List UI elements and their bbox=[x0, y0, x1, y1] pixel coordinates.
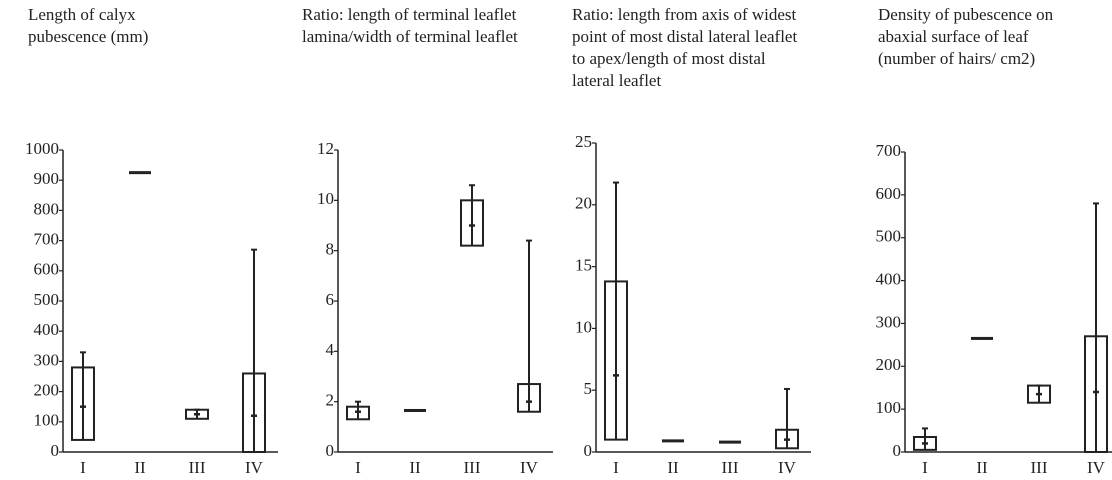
x-tick-label: II bbox=[409, 458, 421, 477]
x-tick-label: I bbox=[355, 458, 361, 477]
y-tick-label: 0 bbox=[893, 441, 902, 460]
box bbox=[913, 436, 937, 451]
y-tick-label: 300 bbox=[34, 350, 60, 369]
x-tick-label: I bbox=[922, 458, 928, 477]
y-tick-label: 8 bbox=[326, 240, 335, 259]
x-tick-label: III bbox=[1031, 458, 1048, 477]
y-tick-label: 0 bbox=[326, 441, 335, 460]
y-tick-label: 1000 bbox=[25, 139, 59, 158]
chart-title: Density of pubescence on abaxial surface… bbox=[878, 5, 1054, 68]
box bbox=[1084, 335, 1108, 453]
box bbox=[604, 280, 628, 441]
y-tick-label: 700 bbox=[34, 230, 60, 249]
x-tick-label: IV bbox=[245, 458, 264, 477]
box bbox=[517, 383, 541, 413]
y-tick-label: 6 bbox=[326, 290, 335, 309]
y-tick-label: 10 bbox=[575, 317, 592, 336]
y-tick-label: 800 bbox=[34, 199, 60, 218]
y-tick-label: 100 bbox=[876, 398, 902, 417]
box bbox=[346, 405, 370, 421]
box bbox=[71, 366, 95, 441]
x-tick-label: II bbox=[134, 458, 146, 477]
y-tick-label: 5 bbox=[584, 379, 593, 398]
y-tick-label: 12 bbox=[317, 139, 334, 158]
x-tick-label: III bbox=[189, 458, 206, 477]
y-tick-label: 700 bbox=[876, 141, 902, 160]
y-tick-label: 4 bbox=[326, 340, 335, 359]
box bbox=[775, 428, 799, 450]
y-tick-label: 100 bbox=[34, 411, 60, 430]
y-tick-label: 200 bbox=[34, 381, 60, 400]
x-tick-label: I bbox=[613, 458, 619, 477]
x-tick-label: III bbox=[464, 458, 481, 477]
y-tick-label: 500 bbox=[34, 290, 60, 309]
box bbox=[185, 408, 209, 420]
x-tick-label: II bbox=[667, 458, 679, 477]
y-tick-label: 10 bbox=[317, 189, 334, 208]
y-tick-label: 300 bbox=[876, 312, 902, 331]
chart-title: Length of calyx pubescence (mm) bbox=[28, 5, 149, 46]
y-tick-label: 20 bbox=[575, 194, 592, 213]
y-tick-label: 15 bbox=[575, 256, 592, 275]
y-tick-label: 500 bbox=[876, 227, 902, 246]
y-tick-label: 400 bbox=[876, 269, 902, 288]
chart-title: Ratio: length of terminal leaflet lamina… bbox=[302, 5, 518, 46]
y-tick-label: 600 bbox=[34, 260, 60, 279]
x-tick-label: III bbox=[722, 458, 739, 477]
x-tick-label: IV bbox=[778, 458, 797, 477]
y-tick-label: 900 bbox=[34, 169, 60, 188]
y-tick-label: 400 bbox=[34, 320, 60, 339]
y-tick-label: 0 bbox=[51, 441, 60, 460]
y-tick-label: 600 bbox=[876, 184, 902, 203]
x-tick-label: II bbox=[976, 458, 988, 477]
y-tick-label: 0 bbox=[584, 441, 593, 460]
y-tick-label: 200 bbox=[876, 355, 902, 374]
y-tick-label: 2 bbox=[326, 391, 335, 410]
y-tick-label: 25 bbox=[575, 132, 592, 151]
x-tick-label: IV bbox=[520, 458, 539, 477]
chart-title: Ratio: length from axis of widest point … bbox=[572, 5, 798, 90]
box bbox=[460, 199, 484, 247]
box bbox=[242, 372, 266, 454]
x-tick-label: I bbox=[80, 458, 86, 477]
box bbox=[1027, 384, 1051, 404]
x-tick-label: IV bbox=[1087, 458, 1106, 477]
